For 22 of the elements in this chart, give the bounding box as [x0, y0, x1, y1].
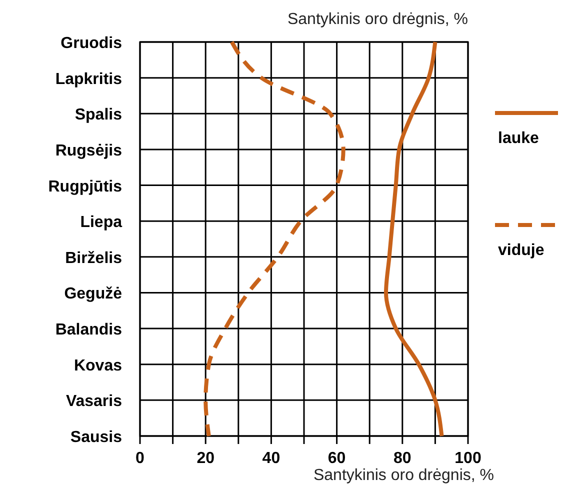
- legend-label: viduje: [498, 242, 544, 259]
- y-tick-label: Vasaris: [66, 393, 122, 410]
- y-tick-label: Birželis: [65, 250, 122, 267]
- y-tick-label: Rugpjūtis: [48, 178, 122, 196]
- y-tick-label: Liepa: [80, 214, 122, 232]
- y-tick-label: Balandis: [55, 322, 122, 339]
- y-tick-label: Lapkritis: [55, 70, 122, 88]
- x-tick-label: 20: [196, 450, 215, 467]
- x-tick-label: 80: [394, 450, 412, 467]
- x-tick-label: 100: [454, 450, 482, 467]
- y-tick-label: Gruodis: [60, 35, 122, 52]
- x-tick-label: 60: [328, 450, 346, 467]
- x-tick-label: 0: [136, 450, 145, 467]
- x-axis-title: Santykinis oro drėgnis, %: [313, 467, 494, 484]
- y-tick-label: Gegužė: [64, 286, 122, 303]
- chart-title: Santykinis oro drėgnis, %: [287, 11, 468, 28]
- y-tick-label: Kovas: [74, 357, 122, 374]
- legend-label: lauke: [498, 130, 540, 147]
- y-tick-label: Spalis: [74, 106, 122, 124]
- y-tick-label: Rugsėjis: [55, 142, 122, 160]
- y-tick-label: Sausis: [70, 429, 122, 446]
- x-tick-label: 40: [262, 450, 280, 467]
